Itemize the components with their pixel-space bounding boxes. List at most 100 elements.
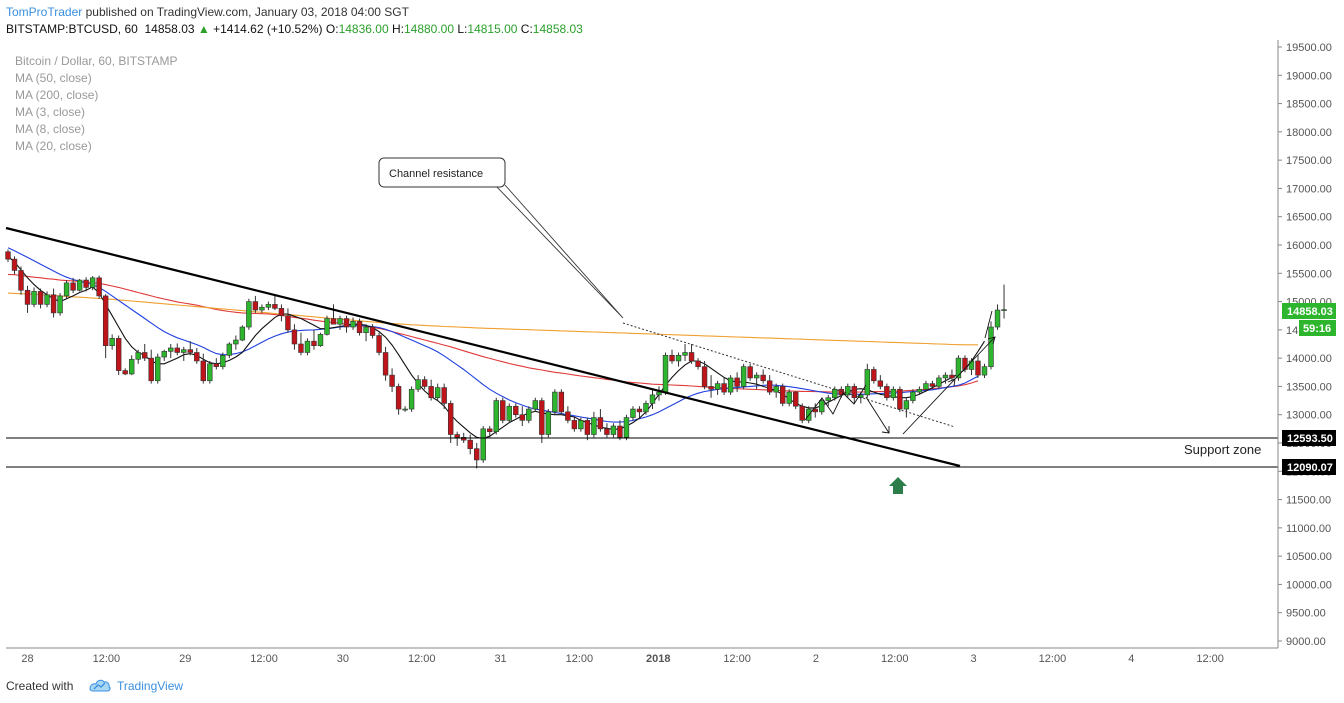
drawings: Channel resistance Support zone [5,157,1278,494]
candle-body [571,420,578,430]
time-axis[interactable]: 28 12:00 29 12:00 30 12:00 31 12:00 2018 12:00 2 12… [6,647,1278,665]
price-axis[interactable]: 9000.00 9500.00 10000.00 10500.00 11000.00 11… [1277,40,1344,648]
candle-body [526,408,532,421]
callout-box[interactable] [378,157,506,188]
candle-body [994,309,1001,328]
y-tick-label: 17500.00 [1286,155,1332,167]
y-tick-label: 14000.00 [1286,353,1332,365]
candle-body [5,251,11,260]
candle-body [259,306,265,311]
candle-body [324,318,330,335]
candle-body [779,386,786,404]
candle-body [558,391,565,413]
x-tick-label: 2018 [646,653,670,665]
candle-body [799,405,805,421]
dotted-trendline[interactable] [622,322,956,428]
legend-ma-8[interactable]: MA (8, close) [15,122,86,136]
author-link[interactable]: TomProTrader [6,5,83,19]
candle-body [350,321,356,328]
close-value: 14858.03 [532,22,583,36]
candle-body [845,386,851,396]
channel-resistance-line[interactable] [5,226,961,468]
chart-header: TomProTrader published on TradingView.co… [0,0,1344,40]
last-price-tag [1282,303,1336,319]
candle-body [688,352,695,362]
y-tick-label: 13500.00 [1286,381,1332,393]
candle-body [408,388,415,410]
candle-body [265,304,272,308]
candle-body [903,400,910,410]
up-arrow-icon: ▲ [197,22,210,36]
x-tick-label: 12:00 [1039,653,1067,665]
y-tick-label: 19000.00 [1286,70,1332,82]
candle-body [155,356,161,382]
candle-body [272,304,278,309]
candle-body [239,326,246,341]
candle-body [910,391,916,401]
candle-body [740,366,747,387]
candle-body [916,388,923,393]
tradingview-link[interactable]: TradingView [117,679,184,693]
candle-body [942,374,949,379]
candle-body [454,434,460,438]
legend-ma-20[interactable]: MA (20, close) [15,139,92,153]
candle-body [70,282,76,291]
ohlc-line: BITSTAMP:BTCUSD, 60 14858.03 ▲ +1414.62 … [6,22,583,36]
candle-body [701,366,708,387]
legend-ma-3[interactable]: MA (3, close) [15,105,86,119]
candle-body [1001,309,1007,311]
indicator-legend: Bitcoin / Dollar, 60, BITSTAMP MA (50, c… [15,53,178,155]
legend-ma-200[interactable]: MA (200, close) [15,88,99,102]
candle-body [539,400,545,435]
countdown-text: 59:16 [1303,323,1331,335]
candle-body [402,408,408,411]
candle-body [389,374,395,387]
candle-body [83,279,89,288]
candle-body [142,352,148,359]
candle-body [760,374,766,382]
candle-body [519,414,525,421]
candle-body [936,377,942,387]
y-tick-label: 18500.00 [1286,99,1332,111]
y-tick-label: 15500.00 [1286,268,1332,280]
candle-body [513,405,519,416]
low-label: L: [457,22,468,36]
candle-body [102,295,109,346]
candle-body [649,394,656,404]
candle-body [415,379,421,390]
candle-body [955,357,962,379]
candle-body [506,405,512,421]
legend-title[interactable]: Bitcoin / Dollar, 60, BITSTAMP [15,54,178,68]
pattern-arrows [804,310,996,435]
y-tick-label: 16000.00 [1286,240,1332,252]
up-arrow-marker-icon [889,477,907,494]
y-tick-label: 16500.00 [1286,212,1332,224]
candle-body [773,386,779,393]
created-with-label: Created with [6,679,74,693]
candle-body [460,437,467,441]
candle-body [871,369,877,382]
candle-body [369,326,376,336]
candle-body [610,425,617,435]
candle-body [11,258,18,271]
candle-body [395,386,402,410]
y-tick-label: 9500.00 [1286,608,1326,620]
open-value: 14836.00 [338,22,389,36]
candle-body [194,352,200,362]
candle-body [343,318,350,328]
candle-body [285,315,291,331]
low-value: 14815.00 [467,22,518,36]
x-tick-label: 30 [337,653,349,665]
candle-body [877,380,884,387]
candle-body [617,425,623,438]
candle-body [884,386,890,399]
price-chart[interactable]: Channel resistance Support zone 9000.009… [0,0,1344,672]
candle-body [421,379,428,387]
support-lower-tag [1282,459,1336,475]
last-price: 14858.03 [144,22,195,36]
candle-body [278,308,285,317]
legend-ma-50[interactable]: MA (50, close) [15,71,92,85]
candle-body [832,388,838,399]
candle-body [441,387,447,404]
candle-body [44,294,50,305]
